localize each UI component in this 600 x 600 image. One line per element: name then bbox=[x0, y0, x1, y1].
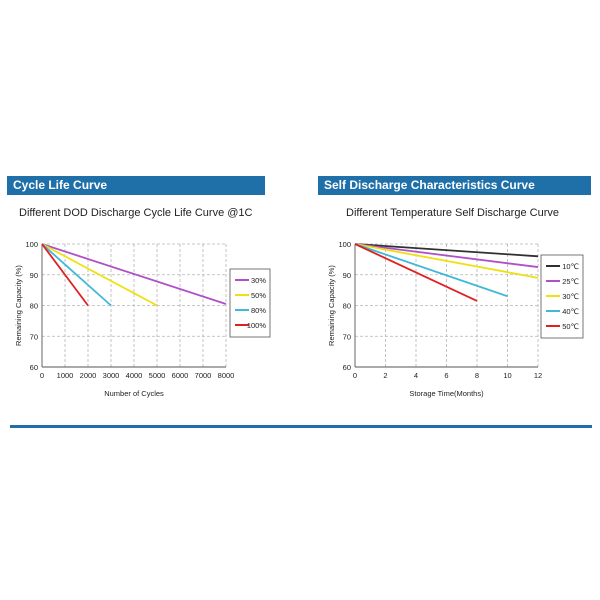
self-discharge-x-tick-label: 2 bbox=[383, 371, 387, 380]
cycle-life-y-tick-label: 100 bbox=[25, 240, 38, 249]
cycle-life-series-line bbox=[41, 243, 89, 307]
cycle-life-y-tick-label: 60 bbox=[30, 363, 38, 372]
self-discharge-legend-label: 25℃ bbox=[562, 277, 579, 286]
cycle-life-x-axis-label: Number of Cycles bbox=[104, 389, 164, 398]
self-discharge-y-tick-label: 70 bbox=[343, 332, 351, 341]
cycle-life-x-tick-label: 5000 bbox=[149, 371, 166, 380]
cycle-life-x-tick-label: 0 bbox=[40, 371, 44, 380]
self-discharge-series-line bbox=[354, 243, 508, 298]
cycle-life-series-line bbox=[41, 243, 112, 307]
self-discharge-x-tick-label: 6 bbox=[444, 371, 448, 380]
cycle-life-legend-label: 100% bbox=[247, 321, 267, 330]
self-discharge-legend-label: 10℃ bbox=[562, 262, 579, 271]
self-discharge-y-axis-label: Remaining Capacity (%) bbox=[327, 265, 336, 346]
cycle-life-legend-label: 50% bbox=[251, 291, 266, 300]
cycle-life-header: Cycle Life Curve bbox=[7, 176, 265, 195]
cycle-life-series-line bbox=[41, 243, 227, 305]
self-discharge-series-line bbox=[354, 243, 539, 258]
self-discharge-y-tick-label: 90 bbox=[343, 271, 351, 280]
bottom-divider bbox=[10, 425, 592, 428]
cycle-life-x-tick-label: 1000 bbox=[57, 371, 74, 380]
cycle-life-x-tick-label: 2000 bbox=[80, 371, 97, 380]
self-discharge-series-line bbox=[354, 243, 539, 268]
cycle-life-x-tick-label: 8000 bbox=[218, 371, 235, 380]
self-discharge-legend-label: 50℃ bbox=[562, 322, 579, 331]
cycle-life-y-tick-label: 90 bbox=[30, 271, 38, 280]
self-discharge-x-tick-label: 12 bbox=[534, 371, 542, 380]
self-discharge-chart-title: Different Temperature Self Discharge Cur… bbox=[346, 207, 559, 219]
self-discharge-legend-label: 30℃ bbox=[562, 292, 579, 301]
self-discharge-x-tick-label: 10 bbox=[503, 371, 511, 380]
self-discharge-x-tick-label: 0 bbox=[353, 371, 357, 380]
cycle-life-x-tick-label: 7000 bbox=[195, 371, 212, 380]
self-discharge-x-tick-label: 8 bbox=[475, 371, 479, 380]
cycle-life-x-tick-label: 6000 bbox=[172, 371, 189, 380]
cycle-life-legend-label: 30% bbox=[251, 276, 266, 285]
self-discharge-y-tick-label: 100 bbox=[338, 240, 351, 249]
self-discharge-header: Self Discharge Characteristics Curve bbox=[318, 176, 591, 195]
self-discharge-x-tick-label: 4 bbox=[414, 371, 418, 380]
cycle-life-y-tick-label: 70 bbox=[30, 332, 38, 341]
self-discharge-y-tick-label: 80 bbox=[343, 302, 351, 311]
self-discharge-x-axis-label: Storage Time(Months) bbox=[409, 389, 484, 398]
cycle-life-series-line bbox=[41, 243, 158, 307]
cycle-life-x-tick-label: 3000 bbox=[103, 371, 120, 380]
cycle-life-chart-title: Different DOD Discharge Cycle Life Curve… bbox=[19, 207, 253, 219]
self-discharge-y-tick-label: 60 bbox=[343, 363, 351, 372]
self-discharge-series-line bbox=[354, 243, 478, 302]
cycle-life-y-tick-label: 80 bbox=[30, 302, 38, 311]
self-discharge-legend-label: 40℃ bbox=[562, 307, 579, 316]
cycle-life-y-axis-label: Remaining Capacity (%) bbox=[14, 265, 23, 346]
self-discharge-series-line bbox=[354, 243, 539, 279]
cycle-life-legend-label: 80% bbox=[251, 306, 266, 315]
cycle-life-x-tick-label: 4000 bbox=[126, 371, 143, 380]
